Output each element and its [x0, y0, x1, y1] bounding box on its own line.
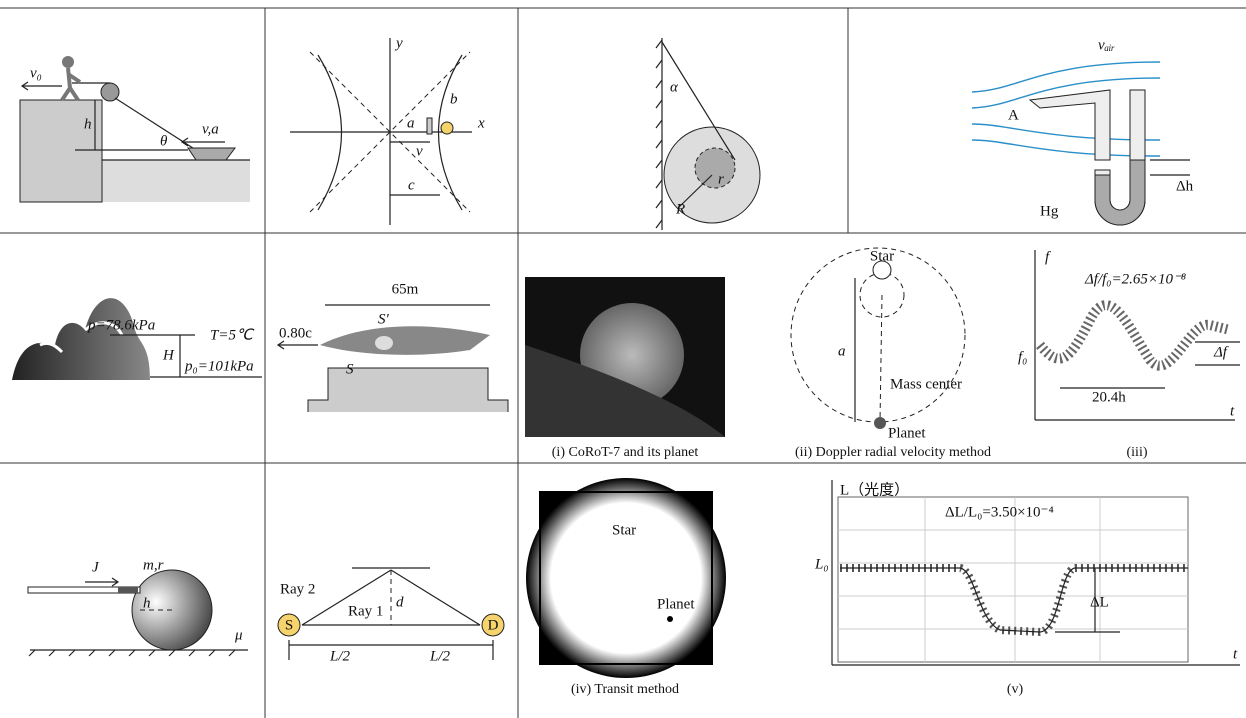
label: Planet: [888, 425, 926, 441]
label: ΔL: [1090, 594, 1109, 610]
table-grid: [0, 7, 1246, 718]
hyperbola-diagram: y x b a v c: [290, 35, 485, 225]
caption: (ii) Doppler radial velocity method: [795, 445, 991, 460]
label: f: [1045, 249, 1051, 265]
label: D: [488, 617, 499, 633]
label: Ray 2: [280, 581, 315, 597]
frequency-plot: f Δf/f₀=2.65×10⁻⁸ f₀ Δf 20.4h t (iii): [1018, 249, 1240, 460]
label: a: [838, 343, 846, 359]
label: Star: [612, 522, 636, 538]
label: f₀: [1018, 349, 1027, 365]
label: θ: [160, 133, 168, 149]
label: H: [162, 347, 175, 363]
mountain-diagram: p=78.6kPa T=5℃ H p₀=101kPa: [12, 298, 262, 380]
label: p₀=101kPa: [184, 358, 254, 374]
label: v₀: [30, 65, 42, 81]
rays-diagram: Ray 2 Ray 1 d S D L/2 L/2: [277, 567, 505, 664]
label: S: [285, 617, 293, 633]
label: 20.4h: [1092, 389, 1126, 405]
label: d: [396, 594, 404, 610]
label: h: [84, 116, 92, 132]
label: S′: [378, 311, 390, 327]
doppler-diagram: Star Mass center Planet a (ii) Doppler r…: [790, 247, 991, 460]
corot-photo: (i) CoRoT-7 and its planet: [525, 277, 725, 460]
label: b: [450, 91, 458, 107]
label: J: [92, 559, 100, 575]
label: Star: [870, 248, 894, 264]
label: v: [416, 143, 423, 159]
label: Δh: [1176, 178, 1194, 194]
wall-sphere-diagram: α R r: [655, 38, 761, 230]
caption: (i) CoRoT-7 and its planet: [552, 445, 699, 460]
label: Δf/f₀=2.65×10⁻⁸: [1084, 271, 1186, 287]
rolling-ball-diagram: J m,r h μ: [27, 557, 248, 657]
label: Planet: [657, 596, 695, 612]
label: μ: [234, 627, 243, 643]
caption: (v): [1007, 682, 1024, 697]
boat-pulley-diagram: v₀ h θ v,a: [19, 56, 250, 203]
label: L/2: [329, 648, 351, 664]
light-curve-plot: L（光度） ΔL/L₀=3.50×10⁻⁴ L₀ ΔL t (v): [814, 480, 1240, 697]
label: t: [1233, 646, 1238, 662]
label: r: [718, 171, 724, 187]
label: x: [477, 115, 485, 131]
label: 65m: [392, 281, 419, 297]
label: 0.80c: [279, 325, 312, 341]
label: t: [1230, 403, 1235, 419]
label: Ray 1: [348, 603, 383, 619]
label: c: [408, 177, 415, 193]
label: p=78.6kPa: [87, 317, 155, 333]
label: A: [1008, 107, 1019, 123]
label: vₐᵢᵣ: [1098, 37, 1115, 53]
label: L（光度）: [840, 481, 909, 498]
caption: (iii): [1127, 445, 1148, 460]
label: R: [675, 201, 685, 217]
label: Mass center: [890, 376, 962, 392]
label: L₀: [814, 556, 829, 572]
rocket-diagram: 65m 0.80c S′ S: [276, 281, 509, 412]
label: S: [346, 361, 354, 377]
label: y: [394, 35, 403, 51]
label: L/2: [429, 648, 451, 664]
label: m,r: [143, 557, 164, 573]
manometer-diagram: vₐᵢᵣ A Δh Hg: [971, 37, 1194, 226]
caption: (iv) Transit method: [571, 682, 679, 697]
label: v,a: [202, 121, 219, 137]
transit-image: Star Planet (iv) Transit method: [526, 478, 726, 697]
label: Δf: [1213, 344, 1229, 360]
label: a: [407, 115, 415, 131]
label: h: [143, 595, 151, 611]
label: T=5℃: [210, 327, 255, 343]
label: ΔL/L₀=3.50×10⁻⁴: [945, 504, 1054, 520]
label: Hg: [1040, 203, 1059, 219]
label: α: [670, 79, 679, 95]
